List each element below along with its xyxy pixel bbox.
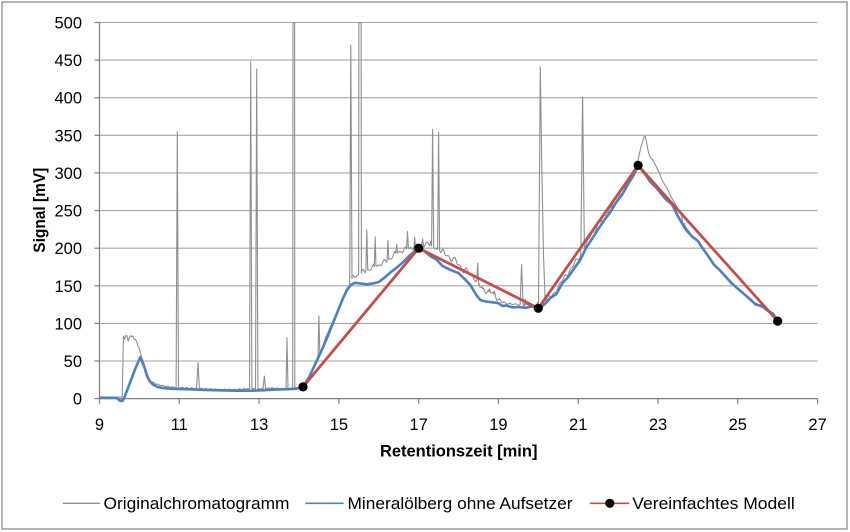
- svg-text:Signal [mV]: Signal [mV]: [31, 168, 49, 253]
- svg-text:9: 9: [95, 416, 104, 434]
- svg-text:Mineralölberg ohne Aufsetzer: Mineralölberg ohne Aufsetzer: [348, 495, 574, 513]
- svg-text:300: 300: [54, 165, 82, 183]
- svg-text:19: 19: [489, 416, 507, 434]
- svg-text:350: 350: [54, 127, 82, 145]
- svg-text:200: 200: [54, 240, 82, 258]
- svg-text:500: 500: [54, 15, 82, 33]
- svg-text:17: 17: [410, 416, 428, 434]
- svg-text:Vereinfachtes Modell: Vereinfachtes Modell: [632, 495, 795, 513]
- svg-text:23: 23: [649, 416, 667, 434]
- svg-text:27: 27: [808, 416, 826, 434]
- svg-text:Retentionszeit [min]: Retentionszeit [min]: [380, 443, 538, 461]
- svg-text:50: 50: [64, 353, 82, 371]
- svg-text:13: 13: [250, 416, 268, 434]
- svg-text:100: 100: [54, 315, 82, 333]
- svg-text:25: 25: [729, 416, 747, 434]
- svg-text:21: 21: [569, 416, 587, 434]
- svg-text:Originalchromatogramm: Originalchromatogramm: [104, 495, 290, 513]
- svg-text:15: 15: [330, 416, 348, 434]
- svg-text:250: 250: [54, 203, 82, 221]
- svg-text:450: 450: [54, 52, 82, 70]
- svg-text:400: 400: [54, 90, 82, 108]
- svg-text:0: 0: [73, 391, 82, 409]
- svg-text:11: 11: [171, 416, 188, 434]
- svg-text:150: 150: [54, 278, 82, 296]
